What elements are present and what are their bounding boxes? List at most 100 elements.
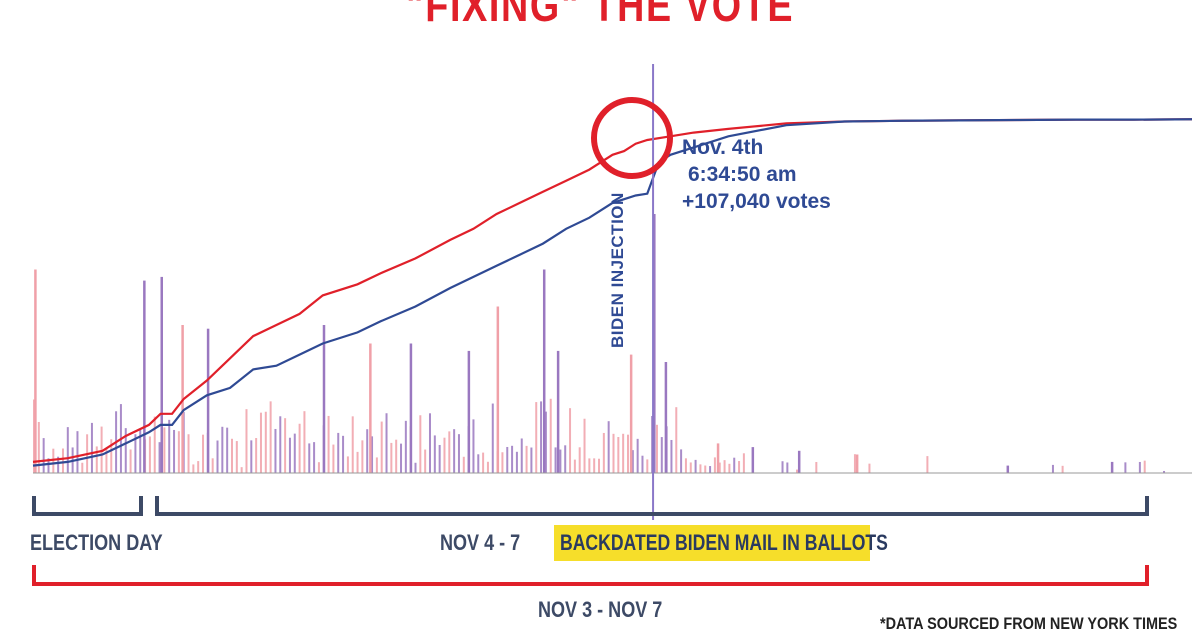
volume-bar: [559, 449, 562, 473]
volume-bar: [308, 443, 311, 473]
bars-layer: [33, 214, 1166, 473]
volume-bar: [588, 458, 591, 473]
volume-bar: [269, 401, 272, 473]
spike-bar: [467, 350, 471, 473]
volume-bar: [491, 403, 494, 473]
volume-bar: [317, 462, 320, 473]
spike-bar: [409, 343, 413, 473]
volume-bar: [414, 462, 417, 473]
volume-bar: [168, 419, 171, 473]
volume-bar: [95, 446, 98, 473]
volume-bar: [129, 449, 132, 473]
volume-bar: [303, 411, 306, 473]
volume-bar: [375, 457, 378, 473]
spike-bar: [34, 269, 37, 473]
spike-bar: [143, 280, 146, 473]
volume-bar: [530, 447, 533, 473]
volume-bar: [641, 455, 644, 473]
volume-bar: [356, 451, 359, 473]
volume-bar: [704, 465, 707, 473]
volume-bar: [544, 411, 547, 473]
volume-bar: [327, 415, 330, 473]
volume-bar: [675, 407, 678, 473]
volume-bar: [361, 440, 364, 473]
volume-bar: [221, 426, 224, 473]
volume-bar: [520, 438, 523, 473]
volume-bar: [573, 459, 576, 473]
volume-bar: [694, 459, 697, 473]
spike-bar: [1006, 465, 1010, 473]
spike-bar: [1110, 461, 1114, 473]
lines-layer: [32, 118, 1193, 467]
volume-bar: [472, 419, 475, 473]
volume-bar: [380, 421, 383, 473]
volume-bar: [549, 398, 552, 473]
volume-bar: [293, 433, 296, 473]
volume-bar: [1061, 465, 1064, 473]
volume-bar: [477, 454, 480, 473]
nov3-7-label: NOV 3 - NOV 7: [538, 597, 663, 622]
volume-bar: [255, 438, 258, 473]
volume-bar: [1124, 462, 1127, 473]
volume-bar: [501, 452, 504, 473]
volume-bar: [42, 438, 45, 473]
volume-bar: [202, 434, 205, 473]
volume-bar: [433, 435, 436, 473]
volume-bar: [612, 433, 615, 473]
volume-bar: [718, 462, 721, 473]
volume-bar: [535, 402, 538, 473]
volume-bar: [583, 418, 586, 473]
volume-bar: [815, 461, 818, 473]
volume-bar: [235, 441, 238, 473]
volume-bar: [728, 463, 731, 473]
volume-bar: [148, 436, 151, 473]
spike-bar: [369, 343, 372, 473]
volume-bar: [76, 431, 79, 473]
spike-bar: [542, 269, 546, 473]
spike-bar: [322, 325, 326, 473]
volume-bar: [602, 432, 605, 473]
volume-bar: [443, 437, 446, 473]
volume-bar: [197, 461, 200, 473]
volume-bar: [177, 431, 180, 473]
volume-bar: [351, 416, 354, 473]
volume-bar: [448, 431, 451, 473]
volume-bar: [337, 432, 340, 473]
volume-bar: [428, 413, 431, 473]
volume-bar: [158, 442, 161, 473]
volume-bar: [1163, 470, 1166, 473]
volume-bar: [298, 423, 301, 473]
volume-bar: [173, 429, 176, 473]
volume-bar: [655, 424, 658, 473]
volume-bar: [540, 401, 543, 473]
volume-bar: [646, 459, 649, 473]
spike-bar: [653, 214, 656, 473]
volume-bar: [419, 415, 422, 473]
volume-bar: [569, 408, 572, 473]
spike-bar: [797, 450, 801, 473]
injection-label: BIDEN INJECTION: [608, 192, 627, 348]
injection-annotation: Nov. 4th 6:34:50 am +107,040 votes: [682, 134, 831, 215]
volume-bar: [453, 429, 456, 473]
spike-bar: [556, 350, 560, 473]
volume-bar: [264, 411, 267, 473]
volume-bar: [404, 420, 407, 473]
volume-bar: [424, 449, 427, 473]
volume-bar: [486, 461, 489, 473]
volume-bar: [738, 461, 741, 473]
volume-bar: [709, 466, 712, 473]
volume-bar: [457, 434, 460, 473]
volume-bar: [163, 427, 166, 473]
volume-bar: [564, 445, 567, 473]
volume-bar: [626, 434, 629, 473]
backdated-badge: BACKDATED BIDEN MAIL IN BALLOTS: [554, 525, 888, 561]
chart-title: "FIXING" THE VOTE: [405, 0, 795, 31]
volume-bar: [259, 412, 262, 473]
volume-bar: [506, 446, 509, 473]
volume-bar: [868, 463, 871, 473]
volume-bar: [438, 444, 441, 473]
volume-bar: [57, 456, 60, 473]
spike-bar: [716, 443, 720, 473]
annotation-date: Nov. 4th: [682, 136, 764, 159]
